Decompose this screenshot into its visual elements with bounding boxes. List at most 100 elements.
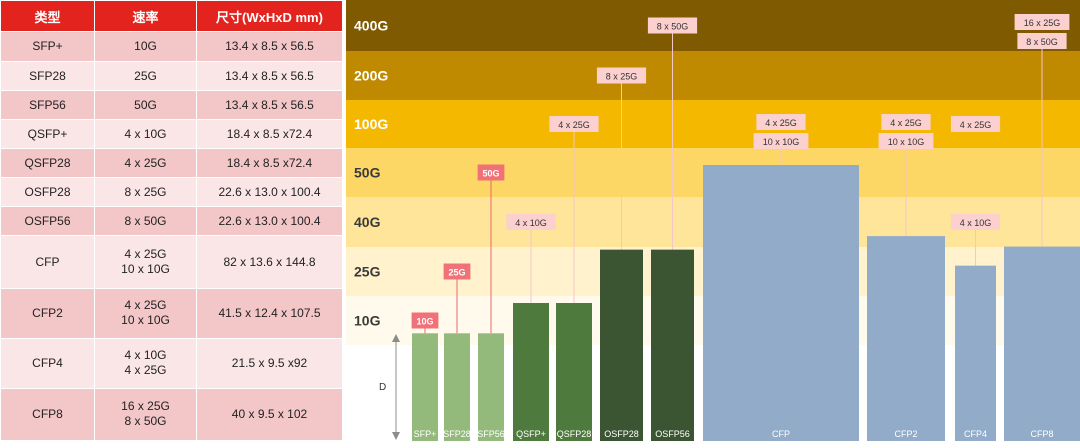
table-row: CFP4 4 x 10G 4 x 25G 21.5 x 9.5 x92 — [0, 337, 343, 389]
header-size: 尺寸(WxHxD mm) — [196, 0, 343, 32]
data-label: 8 x 50G — [657, 22, 689, 32]
cell-size: 13.4 x 8.5 x 56.5 — [196, 90, 343, 121]
cell-size: 40 x 9.5 x 102 — [196, 387, 343, 442]
cell-type: SFP28 — [0, 61, 95, 92]
cell-type: CFP8 — [0, 387, 95, 442]
band-label-200G: 200G — [354, 68, 388, 84]
bar-label-SFP+: SFP+ — [414, 429, 437, 439]
data-label: 4 x 25G — [890, 118, 922, 128]
data-label: 16 x 25G — [1024, 18, 1061, 28]
data-label-box — [443, 263, 471, 280]
band-200G — [346, 51, 1080, 100]
bar-CFP2 — [867, 236, 945, 441]
cell-type: SFP+ — [0, 30, 95, 63]
bar-CFP — [703, 165, 859, 441]
cell-rate: 16 x 25G 8 x 50G — [94, 387, 197, 442]
depth-axis-arrow-up-icon — [392, 334, 400, 342]
table-row: OSFP28 8 x 25G 22.6 x 13.0 x 100.4 — [0, 177, 343, 208]
cell-type: OSFP56 — [0, 206, 95, 237]
data-label: 4 x 10G — [960, 218, 992, 228]
cell-size: 13.4 x 8.5 x 56.5 — [196, 61, 343, 92]
cell-size: 22.6 x 13.0 x 100.4 — [196, 177, 343, 208]
cell-type: CFP2 — [0, 287, 95, 339]
table-row: QSFP+ 4 x 10G 18.4 x 8.5 x72.4 — [0, 119, 343, 150]
data-label: 10 x 10G — [763, 137, 800, 147]
bar-CFP8 — [1004, 246, 1080, 441]
data-label-box — [647, 17, 698, 34]
cell-size: 41.5 x 12.4 x 107.5 — [196, 287, 343, 339]
data-label-box — [753, 133, 809, 149]
header-type: 类型 — [0, 0, 95, 32]
bar-SFP+ — [412, 333, 438, 441]
data-label-box — [549, 116, 599, 132]
data-label: 10 x 10G — [888, 137, 925, 147]
cell-size: 21.5 x 9.5 x92 — [196, 337, 343, 389]
data-label: 8 x 50G — [1026, 37, 1058, 47]
bar-label-CFP2: CFP2 — [894, 429, 917, 439]
data-label: 25G — [448, 268, 465, 278]
band-label-10G: 10G — [354, 313, 381, 329]
header-rate: 速率 — [94, 0, 197, 32]
data-label: 4 x 25G — [558, 120, 590, 130]
cell-rate: 4 x 25G 10 x 10G — [94, 235, 197, 289]
cell-rate: 4 x 25G — [94, 148, 197, 179]
bar-label-QSFP+: QSFP+ — [516, 429, 546, 439]
spec-table: 类型 速率 尺寸(WxHxD mm) SFP+ 10G 13.4 x 8.5 x 5… — [0, 0, 343, 442]
data-label: 4 x 10G — [515, 218, 547, 228]
cell-type: CFP — [0, 235, 95, 289]
table-row: SFP56 50G 13.4 x 8.5 x 56.5 — [0, 90, 343, 121]
cell-type: CFP4 — [0, 337, 95, 389]
cell-type: QSFP28 — [0, 148, 95, 179]
data-label-box — [1014, 14, 1070, 30]
data-label-box — [1017, 33, 1067, 49]
band-label-100G: 100G — [354, 116, 388, 132]
bar-label-CFP: CFP — [772, 429, 790, 439]
table-header-row: 类型 速率 尺寸(WxHxD mm) — [0, 0, 343, 32]
bar-label-SFP56: SFP56 — [477, 429, 505, 439]
bar-SFP56 — [478, 333, 504, 441]
band-label-50G: 50G — [354, 165, 381, 181]
cell-size: 22.6 x 13.0 x 100.4 — [196, 206, 343, 237]
cell-rate: 4 x 10G 4 x 25G — [94, 337, 197, 389]
data-label-box — [950, 116, 1001, 132]
data-label-box — [756, 114, 806, 130]
cell-size: 13.4 x 8.5 x 56.5 — [196, 30, 343, 63]
data-label: 10G — [416, 317, 433, 327]
table-row: CFP8 16 x 25G 8 x 50G 40 x 9.5 x 102 — [0, 387, 343, 442]
cell-rate: 10G — [94, 30, 197, 63]
band-label-40G: 40G — [354, 214, 381, 230]
cell-rate: 8 x 50G — [94, 206, 197, 237]
cell-rate: 4 x 25G 10 x 10G — [94, 287, 197, 339]
bar-label-OSFP56: OSFP56 — [655, 429, 690, 439]
data-label-box — [411, 312, 439, 329]
bar-label-SFP28: SFP28 — [443, 429, 471, 439]
bar-label-OSFP28: OSFP28 — [604, 429, 639, 439]
cell-rate: 8 x 25G — [94, 177, 197, 208]
cell-rate: 4 x 10G — [94, 119, 197, 150]
band-400G — [346, 0, 1080, 51]
cell-type: OSFP28 — [0, 177, 95, 208]
depth-axis-arrow-down-icon — [392, 432, 400, 440]
bar-label-CFP8: CFP8 — [1030, 429, 1053, 439]
bar-OSFP56 — [651, 249, 694, 441]
data-label-box — [878, 133, 934, 149]
data-label-box — [596, 67, 647, 84]
module-size-chart: 400G 200G 100G 50G 40G 25G 10G D SFP+ 10G SFP28 25G… — [346, 0, 1080, 441]
data-label-box — [950, 214, 1001, 230]
bar-label-CFP4: CFP4 — [964, 429, 987, 439]
bar-CFP4 — [955, 265, 996, 441]
cell-size: 82 x 13.6 x 144.8 — [196, 235, 343, 289]
cell-size: 18.4 x 8.5 x72.4 — [196, 148, 343, 179]
table-row: OSFP56 8 x 50G 22.6 x 13.0 x 100.4 — [0, 206, 343, 237]
table-row: SFP+ 10G 13.4 x 8.5 x 56.5 — [0, 30, 343, 63]
data-label-box — [881, 114, 931, 130]
bar-QSFP+ — [513, 303, 549, 441]
data-label: 4 x 25G — [765, 118, 797, 128]
data-label-box — [506, 214, 556, 230]
bar-OSFP28 — [600, 249, 643, 441]
depth-axis-label: D — [379, 382, 386, 393]
data-label: 50G — [482, 169, 499, 179]
data-label: 8 x 25G — [606, 72, 638, 82]
data-label-box — [477, 164, 505, 181]
cell-size: 18.4 x 8.5 x72.4 — [196, 119, 343, 150]
